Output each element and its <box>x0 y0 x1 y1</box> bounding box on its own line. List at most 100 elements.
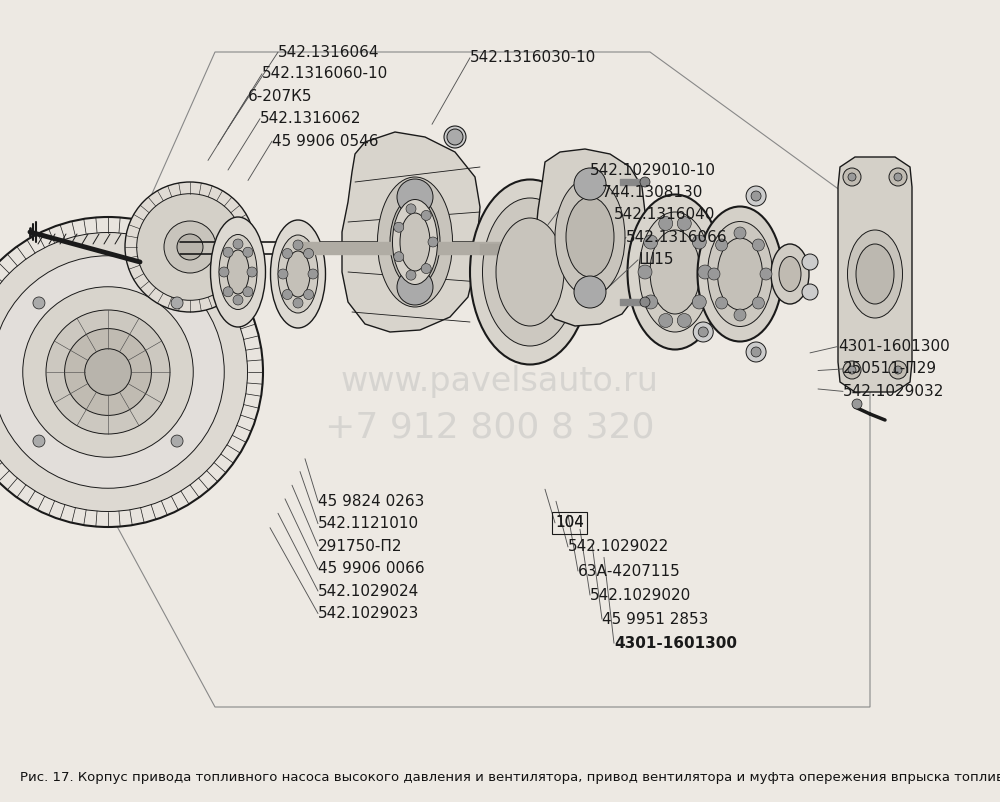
Circle shape <box>659 314 673 327</box>
Circle shape <box>46 310 170 434</box>
Circle shape <box>278 269 288 279</box>
Circle shape <box>394 252 404 261</box>
Text: 104: 104 <box>555 516 584 530</box>
Circle shape <box>304 249 314 258</box>
Circle shape <box>752 239 764 251</box>
Text: 4301-1601300: 4301-1601300 <box>838 339 950 354</box>
Circle shape <box>574 276 606 308</box>
Circle shape <box>693 322 713 342</box>
Ellipse shape <box>470 180 590 364</box>
Text: Рис. 17. Корпус привода топливного насоса высокого давления и вентилятора, приво: Рис. 17. Корпус привода топливного насос… <box>20 771 1000 784</box>
Circle shape <box>421 210 431 221</box>
Circle shape <box>282 290 292 299</box>
Circle shape <box>243 287 253 297</box>
Ellipse shape <box>639 212 711 332</box>
Circle shape <box>843 168 861 186</box>
Text: 542.1029010-10: 542.1029010-10 <box>590 163 716 177</box>
Text: 542.1029023: 542.1029023 <box>318 606 419 621</box>
Ellipse shape <box>496 218 564 326</box>
Ellipse shape <box>698 206 782 342</box>
Circle shape <box>574 168 606 200</box>
Circle shape <box>137 194 243 300</box>
Circle shape <box>0 256 224 488</box>
Text: 4301-1601300: 4301-1601300 <box>614 636 737 650</box>
Circle shape <box>716 297 728 309</box>
Circle shape <box>644 235 658 249</box>
Circle shape <box>394 222 404 233</box>
Circle shape <box>219 267 229 277</box>
Text: 542.1316060-10: 542.1316060-10 <box>262 67 388 81</box>
Circle shape <box>659 217 673 230</box>
Circle shape <box>247 267 257 277</box>
Circle shape <box>293 298 303 308</box>
Circle shape <box>640 297 650 307</box>
Text: 63А-4207115: 63А-4207115 <box>578 564 681 578</box>
Circle shape <box>716 239 728 251</box>
Circle shape <box>428 237 438 247</box>
Ellipse shape <box>555 178 625 296</box>
Ellipse shape <box>848 230 902 318</box>
Text: +7 912 800 8 320: +7 912 800 8 320 <box>325 410 655 444</box>
Circle shape <box>85 349 131 395</box>
Circle shape <box>223 247 233 257</box>
Circle shape <box>177 234 203 260</box>
Polygon shape <box>535 149 645 326</box>
Ellipse shape <box>219 234 257 310</box>
Text: 542.1316064: 542.1316064 <box>278 45 380 59</box>
Circle shape <box>243 247 253 257</box>
Circle shape <box>293 240 303 250</box>
Circle shape <box>223 287 233 297</box>
Text: 45 9951 2853: 45 9951 2853 <box>602 612 708 626</box>
Bar <box>552 512 587 534</box>
Text: 45 9906 0546: 45 9906 0546 <box>272 134 378 148</box>
Ellipse shape <box>210 217 266 327</box>
Text: Ш15: Ш15 <box>638 253 674 267</box>
Circle shape <box>848 173 856 181</box>
Ellipse shape <box>270 220 326 328</box>
Circle shape <box>421 264 431 273</box>
Circle shape <box>171 297 183 309</box>
Circle shape <box>760 268 772 280</box>
Text: 542.1316030-10: 542.1316030-10 <box>470 51 596 65</box>
Circle shape <box>692 295 706 309</box>
Circle shape <box>746 186 766 206</box>
Circle shape <box>0 217 263 527</box>
Text: 45 9824 0263: 45 9824 0263 <box>318 494 424 508</box>
Text: 291750-П2: 291750-П2 <box>318 539 402 553</box>
Text: 542.1029022: 542.1029022 <box>568 540 669 554</box>
Ellipse shape <box>779 257 801 291</box>
Circle shape <box>698 327 708 337</box>
Text: 6-207К5: 6-207К5 <box>248 89 312 103</box>
Ellipse shape <box>400 213 430 271</box>
Circle shape <box>751 347 761 357</box>
Ellipse shape <box>482 198 578 346</box>
Circle shape <box>447 129 463 145</box>
Ellipse shape <box>286 251 310 297</box>
Circle shape <box>33 297 45 309</box>
Circle shape <box>304 290 314 299</box>
Ellipse shape <box>708 221 772 326</box>
Circle shape <box>397 179 433 215</box>
Circle shape <box>692 235 706 249</box>
Circle shape <box>233 239 243 249</box>
Circle shape <box>698 265 712 279</box>
Ellipse shape <box>718 238 763 310</box>
Circle shape <box>843 361 861 379</box>
Text: 542.1316066: 542.1316066 <box>626 230 728 245</box>
Circle shape <box>889 361 907 379</box>
Circle shape <box>0 233 248 512</box>
Circle shape <box>233 295 243 305</box>
Ellipse shape <box>227 250 249 294</box>
Circle shape <box>734 227 746 239</box>
Text: 744.1308130: 744.1308130 <box>602 185 703 200</box>
Circle shape <box>406 204 416 214</box>
Circle shape <box>852 399 862 409</box>
Text: www.pavelsauto.ru: www.pavelsauto.ru <box>341 366 659 399</box>
Text: 104: 104 <box>555 516 584 530</box>
Circle shape <box>308 269 318 279</box>
Circle shape <box>125 182 255 312</box>
Ellipse shape <box>628 195 722 350</box>
Ellipse shape <box>566 197 614 277</box>
Ellipse shape <box>444 126 466 148</box>
Circle shape <box>802 254 818 270</box>
